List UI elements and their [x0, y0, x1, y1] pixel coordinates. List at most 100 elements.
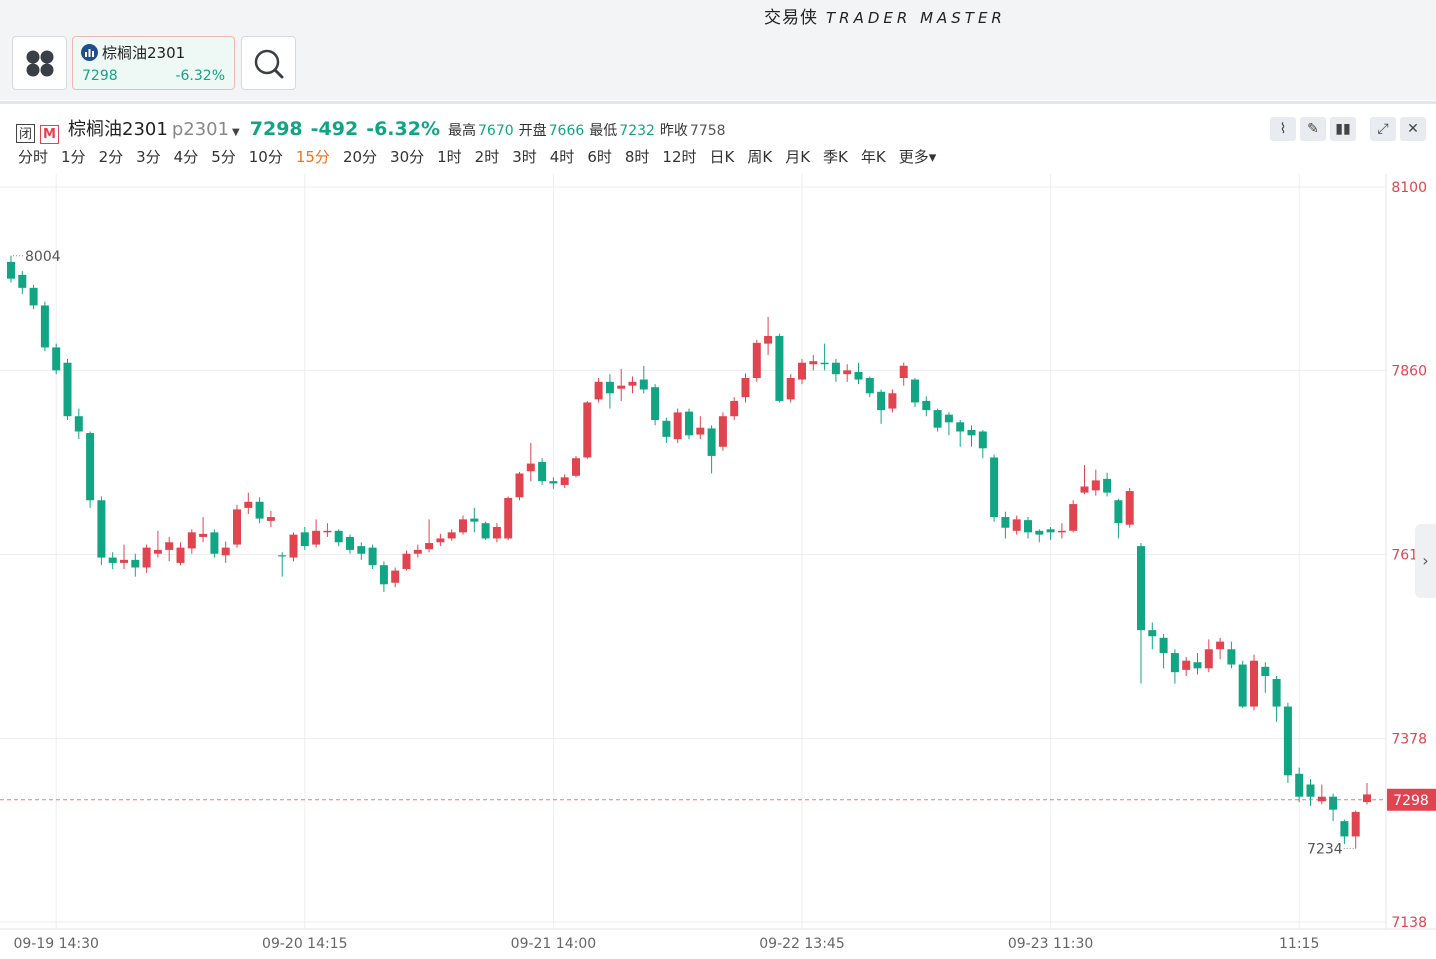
candle-body	[1351, 811, 1360, 837]
candle-body	[696, 427, 705, 435]
low-label: 最低	[589, 123, 618, 139]
close-button[interactable]: ✕	[1400, 117, 1426, 141]
expand-icon: ⤢	[1377, 121, 1389, 137]
min-marker-label: 7234	[1307, 842, 1343, 858]
candle-body	[459, 519, 467, 533]
period-tab[interactable]: 20分	[342, 148, 378, 166]
period-tab[interactable]: 年K	[860, 148, 886, 166]
chevron-right-icon: ›	[1422, 551, 1429, 570]
line-tool-button[interactable]: ⌇	[1270, 117, 1296, 141]
candle-body	[402, 553, 411, 570]
prev-close-value: 7758	[689, 123, 726, 139]
period-tab[interactable]: 6时	[587, 148, 612, 166]
period-tab[interactable]: 10分	[248, 148, 283, 166]
period-tab[interactable]: 15分	[295, 148, 330, 166]
apps-grid-button[interactable]	[12, 36, 67, 90]
period-tab[interactable]: 4分	[173, 148, 199, 166]
candle-body	[63, 362, 72, 417]
candle-body	[300, 532, 309, 547]
candle-body	[1317, 796, 1326, 802]
candle-body	[108, 557, 117, 563]
candle-body	[888, 393, 897, 409]
period-tab[interactable]: 日K	[709, 148, 735, 166]
candle-body	[7, 261, 15, 279]
expand-button[interactable]: ⤢	[1370, 117, 1396, 141]
candle-body	[165, 542, 174, 550]
candle-body	[865, 378, 874, 394]
period-more-dropdown[interactable]: 更多▾	[898, 148, 937, 166]
main-contract-icon: M	[40, 125, 59, 144]
x-tick-label: 09-20 14:15	[262, 936, 347, 952]
y-tick-label: 8100	[1391, 180, 1427, 196]
period-tab[interactable]: 1时	[437, 148, 462, 166]
quote-header: 闭 M 棕榈油2301 p2301 ▼ 7298 -492 -6.32% 最高 7670 开盘 766…	[16, 115, 726, 144]
candle-body	[1238, 664, 1247, 707]
candle-body	[470, 518, 479, 522]
tab-change: -6.32%	[175, 68, 225, 84]
period-tab[interactable]: 季K	[823, 148, 848, 166]
candle-style-button[interactable]: ▮▮	[1330, 117, 1356, 141]
symbol-dropdown-icon[interactable]: ▼	[232, 127, 240, 138]
open-label: 开盘	[518, 123, 547, 139]
candle-body	[1137, 546, 1145, 631]
period-tab[interactable]: 月K	[785, 148, 811, 166]
period-tab[interactable]: 5分	[211, 148, 236, 166]
x-tick-label: 11:15	[1279, 936, 1319, 952]
market-closed-icon: 闭	[16, 124, 35, 143]
candle-body	[1001, 517, 1010, 528]
candle-body	[323, 530, 332, 533]
candle-body	[685, 411, 693, 436]
candle-body	[199, 533, 208, 537]
candle-body	[1340, 821, 1349, 837]
period-tab[interactable]: 2时	[474, 148, 500, 166]
draw-tool-button[interactable]: ✎	[1300, 117, 1326, 141]
candle-body	[346, 536, 354, 550]
period-tab[interactable]: 2分	[98, 148, 124, 166]
symbol-code[interactable]: p2301	[171, 119, 230, 140]
candle-body	[911, 379, 919, 403]
period-tab[interactable]: 3分	[136, 148, 161, 166]
period-tab[interactable]: 周K	[747, 148, 773, 166]
candle-body	[153, 549, 162, 554]
period-tab[interactable]: 12时	[662, 148, 697, 166]
period-tab[interactable]: 30分	[390, 148, 425, 166]
candle-body	[956, 422, 965, 432]
period-tab[interactable]: 分时	[18, 148, 49, 166]
symbol-name[interactable]: 棕榈油2301	[68, 119, 168, 140]
candle-body	[831, 362, 840, 375]
candle-body	[244, 501, 253, 508]
period-tab[interactable]: 1分	[61, 148, 86, 166]
candle-body	[718, 416, 727, 447]
candle-body	[1035, 530, 1044, 535]
candle-body	[549, 481, 558, 484]
candle-body	[210, 532, 219, 554]
candle-body	[1250, 660, 1258, 707]
period-tab[interactable]: 3时	[512, 148, 537, 166]
price-change-pct: -6.32%	[366, 118, 440, 140]
candle-body	[752, 342, 761, 379]
period-tab[interactable]: 4时	[549, 148, 575, 166]
search-button[interactable]	[241, 36, 296, 90]
price-change: -492	[310, 118, 359, 140]
candle-body	[730, 400, 739, 417]
period-tab[interactable]: 8时	[624, 148, 650, 166]
candle-body	[357, 546, 366, 554]
candle-body	[764, 335, 773, 344]
candle-body	[97, 500, 106, 558]
low-value: 7232	[619, 123, 655, 139]
candle-body	[899, 365, 908, 379]
candle-body	[413, 549, 422, 554]
candle-body	[40, 305, 49, 348]
candle-body	[447, 532, 456, 539]
candle-body	[967, 429, 976, 436]
candle-body	[560, 477, 569, 485]
candle-body	[1261, 666, 1270, 676]
instrument-tab[interactable]: 棕榈油2301 7298 -6.32%	[72, 36, 235, 90]
candle-body	[368, 547, 377, 566]
candle-body	[605, 381, 614, 394]
side-panel-toggle[interactable]: ›	[1415, 524, 1436, 598]
candle-body	[255, 501, 264, 519]
candle-body	[1057, 530, 1066, 533]
brand-en: TRADER MASTER	[826, 9, 1006, 27]
